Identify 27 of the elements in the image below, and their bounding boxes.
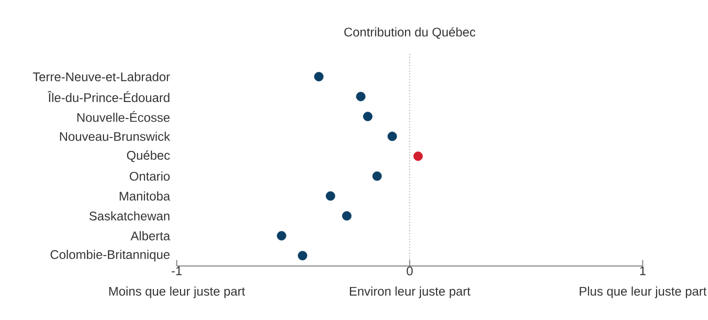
y-tick-label: Île-du-Prince-Édouard <box>48 91 170 102</box>
text: Plus que leur juste part <box>580 286 707 298</box>
point <box>372 171 382 181</box>
y-tick-label: Colombie-Britannique <box>50 250 170 262</box>
point <box>298 250 308 260</box>
point <box>363 112 372 122</box>
y-tick-label: Terre-Neuve-et-Labrador <box>32 72 170 82</box>
point <box>356 92 366 102</box>
point <box>388 132 397 142</box>
point <box>276 231 286 240</box>
x-tick-label: -1 <box>172 266 182 276</box>
x-tick-label: 1 <box>640 266 646 276</box>
text: Environ leur juste part <box>350 286 470 298</box>
point <box>342 211 352 221</box>
y-tick-label: Québec <box>126 150 170 162</box>
chart-title: Contribution du Québec <box>344 27 476 39</box>
point <box>314 72 324 82</box>
y-tick-label: Ontario <box>130 172 170 181</box>
point <box>326 191 336 201</box>
text: Moins que leur juste part <box>109 286 246 298</box>
point <box>413 152 423 161</box>
x-tick-label: 0 <box>406 266 413 276</box>
y-tick-label: Saskatchewan <box>89 211 170 220</box>
y-tick-label: Nouvelle-Écosse <box>77 110 170 122</box>
y-tick-label: Alberta <box>130 231 170 240</box>
y-tick-label: Nouveau-Brunswick <box>60 132 170 141</box>
y-tick-label: Manitoba <box>120 191 170 201</box>
